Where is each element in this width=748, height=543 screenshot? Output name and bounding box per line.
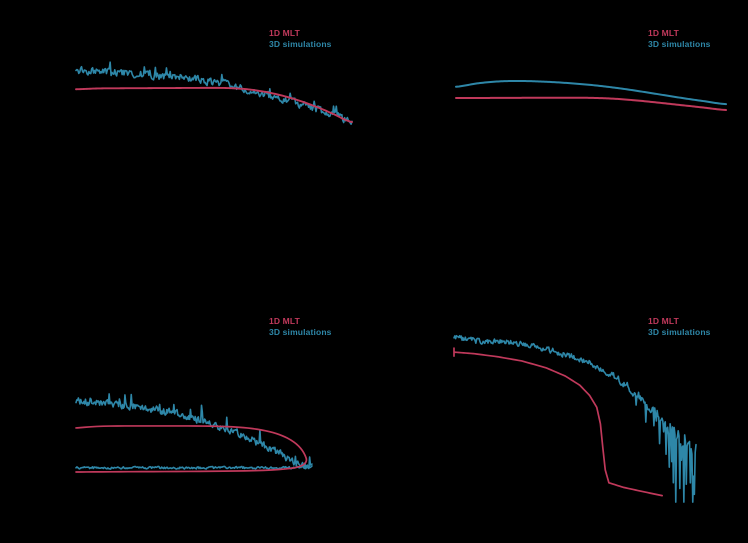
series-group-top-right — [455, 80, 727, 112]
series-group-bottom-right — [453, 334, 697, 503]
panel-top-right: 1D MLT 3D simulations — [374, 0, 748, 271]
series-1d-mlt-top-left — [75, 86, 353, 124]
panel-top-left-plot — [75, 61, 353, 125]
series-3d-simulations-bottom-right — [453, 334, 697, 503]
series-group-bottom-left — [75, 393, 313, 473]
series-1d-mlt-bottom-right — [453, 347, 663, 497]
panel-top-right-plot — [455, 80, 727, 112]
panel-top-left: 1D MLT 3D simulations — [0, 0, 374, 271]
panel-bottom-left: 1D MLT 3D simulations — [0, 271, 374, 543]
series-group-top-left — [75, 61, 353, 125]
panel-bottom-right-plot — [453, 334, 697, 503]
series-3d-simulations-top-right — [455, 80, 727, 106]
series-3d-simulations-top-left — [75, 61, 353, 125]
series-3d-simulations-bottom-left — [75, 393, 313, 470]
panel-bottom-right: 1D MLT 3D simulations — [374, 271, 748, 543]
panel-bottom-left-plot — [75, 393, 313, 473]
series-3d-simulations-baseline-bottom-left — [75, 465, 313, 470]
series-1d-mlt-top-right — [455, 96, 727, 112]
series-1d-mlt-bottom-left — [75, 425, 308, 473]
